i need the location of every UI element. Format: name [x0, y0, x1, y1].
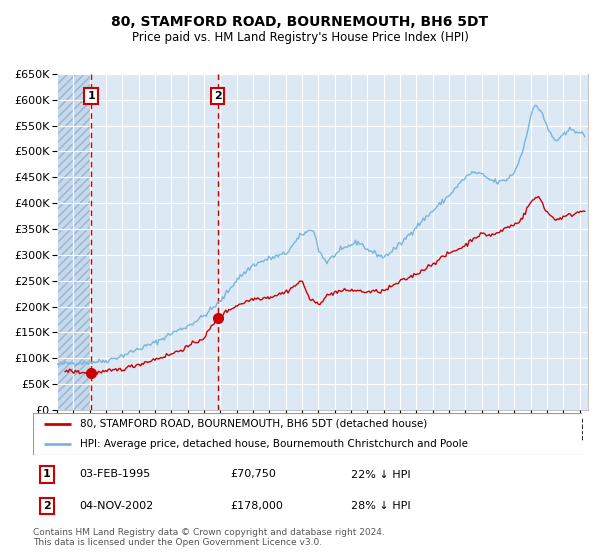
- Text: 22% ↓ HPI: 22% ↓ HPI: [352, 469, 411, 479]
- Text: 2: 2: [214, 91, 221, 101]
- Text: 1: 1: [43, 469, 50, 479]
- Bar: [218, 74, 588, 410]
- Text: £70,750: £70,750: [230, 469, 277, 479]
- Text: 80, STAMFORD ROAD, BOURNEMOUTH, BH6 5DT: 80, STAMFORD ROAD, BOURNEMOUTH, BH6 5DT: [112, 15, 488, 29]
- Text: 04-NOV-2002: 04-NOV-2002: [80, 501, 154, 511]
- Bar: [57, 74, 91, 410]
- Text: HPI: Average price, detached house, Bournemouth Christchurch and Poole: HPI: Average price, detached house, Bour…: [80, 439, 467, 449]
- Text: 03-FEB-1995: 03-FEB-1995: [80, 469, 151, 479]
- Text: 1: 1: [87, 91, 95, 101]
- FancyBboxPatch shape: [33, 413, 582, 455]
- Text: 28% ↓ HPI: 28% ↓ HPI: [352, 501, 411, 511]
- Text: Contains HM Land Registry data © Crown copyright and database right 2024.
This d: Contains HM Land Registry data © Crown c…: [33, 528, 385, 547]
- Text: Price paid vs. HM Land Registry's House Price Index (HPI): Price paid vs. HM Land Registry's House …: [131, 31, 469, 44]
- Text: 2: 2: [43, 501, 50, 511]
- Text: £178,000: £178,000: [230, 501, 284, 511]
- Text: 80, STAMFORD ROAD, BOURNEMOUTH, BH6 5DT (detached house): 80, STAMFORD ROAD, BOURNEMOUTH, BH6 5DT …: [80, 419, 427, 428]
